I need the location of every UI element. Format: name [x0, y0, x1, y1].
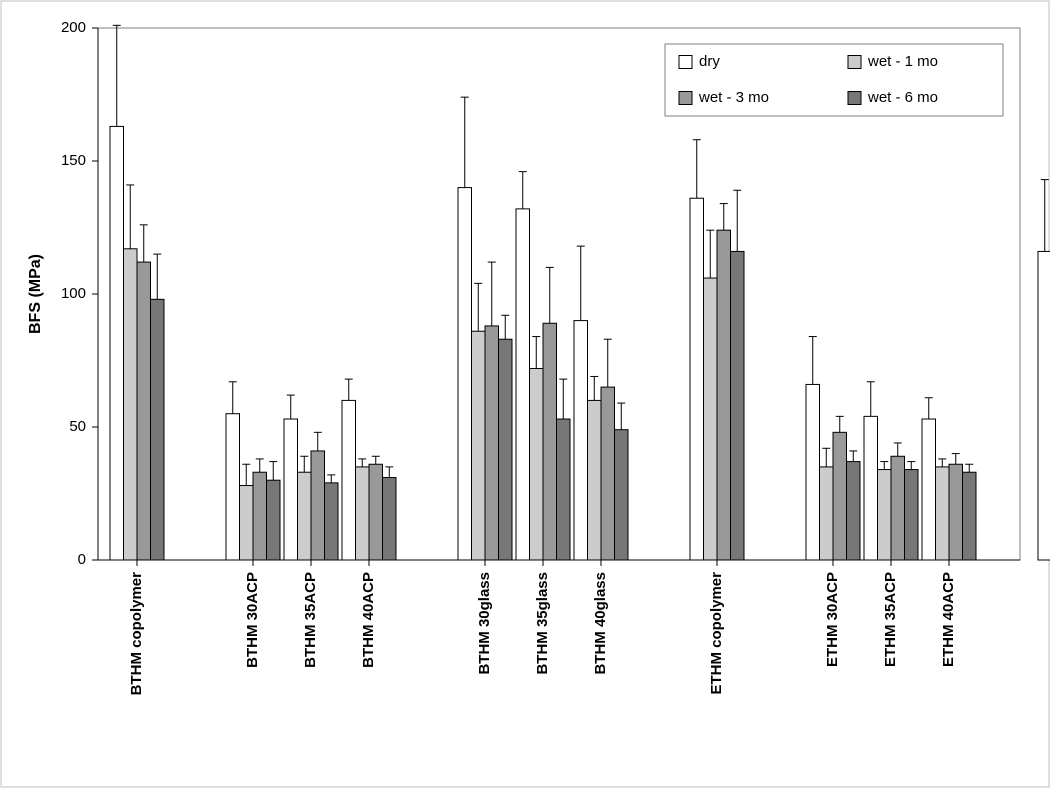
bar [704, 278, 718, 560]
bar [588, 400, 602, 560]
x-tick-label: BTHM 35ACP [302, 572, 319, 668]
legend-label: wet - 3 mo [698, 89, 769, 106]
legend-label: wet - 6 mo [867, 89, 938, 106]
bar [369, 464, 383, 560]
y-axis-label: BFS (MPa) [27, 254, 44, 334]
x-tick-label: BTHM 30ACP [244, 572, 261, 668]
bar [936, 467, 950, 560]
bar [1038, 251, 1050, 560]
bar [878, 470, 892, 560]
bar [963, 472, 977, 560]
bar [864, 416, 878, 560]
x-tick-label: ETHM 35ACP [882, 572, 899, 667]
y-tick-label: 0 [78, 551, 86, 568]
x-tick-label: BTHM 30glass [476, 572, 493, 675]
bar [458, 188, 472, 560]
legend-swatch [848, 56, 861, 69]
bar [949, 464, 963, 560]
y-tick-label: 200 [61, 19, 86, 36]
bar [325, 483, 339, 560]
bar [253, 472, 267, 560]
y-tick-label: 50 [69, 418, 86, 435]
bar [905, 470, 919, 560]
x-tick-label: ETHM 40ACP [940, 572, 957, 667]
bar [499, 339, 513, 560]
legend-swatch [679, 56, 692, 69]
bar [833, 432, 847, 560]
bar [151, 299, 165, 560]
bar [485, 326, 499, 560]
bar [601, 387, 615, 560]
x-tick-label: BTHM copolymer [128, 572, 145, 696]
bar [311, 451, 325, 560]
bar [356, 467, 370, 560]
x-tick-label: ETHM 30ACP [824, 572, 841, 667]
legend-label: dry [699, 53, 720, 70]
bar [922, 419, 936, 560]
bar [557, 419, 571, 560]
x-tick-label: ETHM copolymer [708, 572, 725, 695]
x-tick-label: BTHM 40glass [592, 572, 609, 675]
bar [284, 419, 298, 560]
legend-label: wet - 1 mo [867, 53, 938, 70]
y-tick-label: 150 [61, 152, 86, 169]
bar [891, 456, 905, 560]
bar [820, 467, 834, 560]
bar [267, 480, 281, 560]
bar [298, 472, 312, 560]
bar [472, 331, 486, 560]
bar [240, 486, 254, 560]
bar [717, 230, 731, 560]
bar [615, 430, 629, 560]
bar [806, 384, 820, 560]
bar [226, 414, 240, 560]
bar [574, 321, 588, 560]
bfs-bar-chart: 0 50 100 150 200 BFS (MPa) BTHM copolymer BTHM … [0, 0, 1050, 788]
bar [731, 251, 745, 560]
x-tick-label: BTHM 40ACP [360, 572, 377, 668]
bar [383, 478, 397, 560]
legend-swatch [679, 92, 692, 105]
x-tick-label: BTHM 35glass [534, 572, 551, 675]
legend-swatch [848, 92, 861, 105]
bar [342, 400, 356, 560]
bar [530, 368, 544, 560]
bar [847, 462, 861, 560]
bar [110, 126, 124, 560]
bar [543, 323, 557, 560]
chart-container: 0 50 100 150 200 BFS (MPa) BTHM copolymer BTHM … [0, 0, 1050, 788]
bar [137, 262, 151, 560]
bar [124, 249, 138, 560]
bar [690, 198, 704, 560]
y-tick-label: 100 [61, 285, 86, 302]
bar [516, 209, 530, 560]
